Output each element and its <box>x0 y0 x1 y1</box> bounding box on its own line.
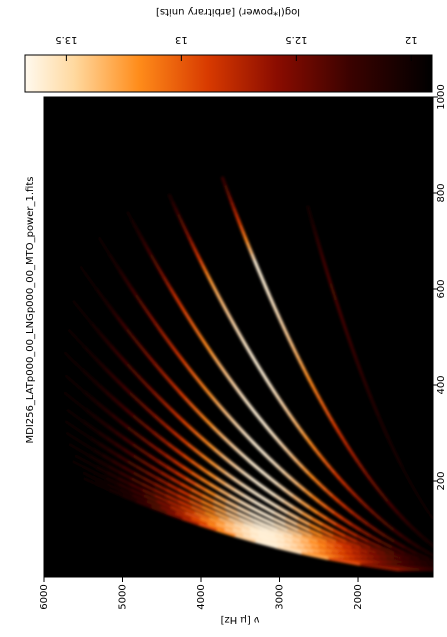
ridge-segment <box>6 391 14 397</box>
y-tick-label: 800 <box>436 183 447 202</box>
colorbar-tick-label: 12 <box>405 34 418 45</box>
ridge-segment <box>0 385 6 391</box>
x-axis-label: ν [μ Hz] <box>220 614 259 625</box>
ridge-segment <box>0 397 5 403</box>
ridge-segment <box>9 380 16 386</box>
ridge-segment <box>10 322 16 328</box>
y-tick-label: 200 <box>436 471 447 490</box>
colorbar-tick-label: 13.5 <box>55 34 77 45</box>
x-tick-label: 4000 <box>196 584 207 609</box>
ridge-segment <box>13 409 22 415</box>
y-tick-label: 600 <box>436 279 447 298</box>
colorbar <box>25 55 432 92</box>
chart: log(l*power) [arbitrary units] MDI256_LA… <box>0 0 447 637</box>
ridge-segment <box>443 553 447 559</box>
ridge-segment <box>441 529 446 535</box>
ridge-segment <box>5 403 14 409</box>
ridge-segment <box>8 362 15 368</box>
ridge-segment <box>436 524 440 530</box>
ridge-segment <box>36 385 43 391</box>
ridge-segment <box>439 558 447 564</box>
chart-title: MDI256_LATp000_00_LNGp000_00_MTO_power_1… <box>25 177 36 444</box>
ridge-segment <box>223 178 225 184</box>
ridge-segment <box>1 357 8 363</box>
ridge-segment <box>4 339 10 345</box>
page: {"chart_data": {"type": "heatmap", "titl… <box>0 0 447 637</box>
ridge-segment <box>19 305 24 311</box>
ridge-segment <box>434 564 447 570</box>
ridge-segment <box>4 316 10 322</box>
ridge-segment <box>15 328 21 334</box>
ridge-segment <box>0 368 2 374</box>
ridge-segment <box>36 368 43 374</box>
ridge-segment <box>37 293 42 299</box>
ridge-segment <box>14 299 19 305</box>
colorbar-label: log(l*power) [arbitrary units] <box>156 6 300 17</box>
x-tick-label: 6000 <box>39 584 50 609</box>
ridge-segment <box>16 385 24 391</box>
ridge-segment <box>0 351 1 357</box>
ridge-segment <box>0 334 4 340</box>
y-tick-label: 400 <box>436 375 447 394</box>
x-tick-label: 3000 <box>275 584 286 609</box>
ridge-segment <box>14 397 22 403</box>
x-tick-label: 2000 <box>353 584 364 609</box>
ridge-segment <box>308 207 310 213</box>
ridge-segment <box>0 311 4 317</box>
y-tick-label: 1000 <box>436 84 447 109</box>
ridge-segment <box>15 420 24 426</box>
ridge-segment <box>16 351 22 357</box>
colorbar-tick-label: 13 <box>175 34 188 45</box>
ridge-segment <box>6 414 15 420</box>
colorbar-tick-label: 12.5 <box>285 34 307 45</box>
ridge-segment <box>15 368 22 374</box>
ridge-segment <box>435 547 443 553</box>
x-tick-label: 5000 <box>118 584 129 609</box>
ridge-segment <box>10 345 16 351</box>
ridge-segment <box>442 564 447 570</box>
ridge-segment <box>2 374 9 380</box>
